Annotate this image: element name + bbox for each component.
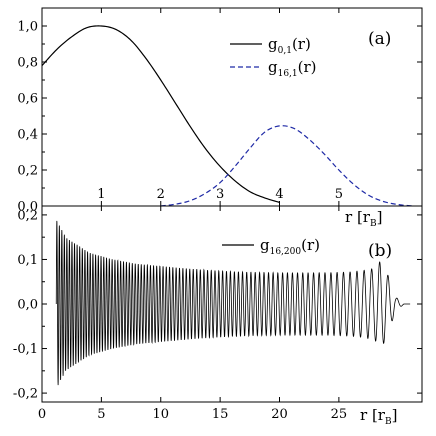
y-tick-label: 0,1 [17, 253, 38, 268]
panel-b-label: (b) [368, 241, 392, 261]
series-line-1-0 [55, 220, 411, 386]
panel-b-y-axis: -0,2 -0,1 0,0 0,1 0,2 [13, 208, 422, 402]
x-tick-label: 20 [271, 407, 288, 422]
x-tick-label: 0 [38, 407, 46, 422]
panel-a-x-axis: 1 2 3 4 5 [97, 8, 343, 206]
panel-a-label: (a) [368, 29, 391, 49]
y-tick-label: 0,0 [17, 200, 38, 215]
y-tick-label: 0,8 [17, 56, 38, 71]
x-tick-label: 3 [216, 187, 224, 202]
panel-b-series [55, 220, 411, 386]
panel-a-y-axis: 0,0 0,2 0,4 0,6 0,8 1,0 [17, 20, 422, 215]
x-tick-label: 5 [335, 187, 343, 202]
x-tick-label: 15 [212, 407, 229, 422]
panel-a-x-axis-label: r [rB] [345, 208, 382, 229]
x-tick-label: 2 [157, 187, 165, 202]
x-tick-label: 10 [152, 407, 169, 422]
panel-b: -0,2 -0,1 0,0 0,1 0,2 0 5 10 15 20 25 (b) g16,200… [13, 205, 423, 427]
panel-a-frame [41, 7, 423, 207]
panel-a-legend: g0,1(r) g16,1(r) [230, 35, 317, 79]
legend-label-g161: g16,1(r) [268, 58, 317, 79]
x-tick-label: 25 [331, 407, 348, 422]
y-tick-label: -0,2 [13, 387, 38, 402]
y-tick-label: 1,0 [17, 20, 38, 35]
y-tick-label: 0,0 [17, 298, 38, 313]
panel-b-x-axis: 0 5 10 15 20 25 [38, 206, 347, 422]
y-tick-label: -0,1 [13, 342, 38, 357]
series-line-0-0 [41, 25, 280, 203]
x-tick-label: 4 [275, 187, 283, 202]
panel-a-series [41, 25, 414, 207]
y-tick-label: 0,2 [17, 164, 38, 179]
legend-label-g01: g0,1(r) [268, 35, 311, 56]
y-tick-label: 0,2 [17, 208, 38, 223]
legend-label-g16200: g16,200(r) [260, 236, 320, 257]
x-tick-label: 5 [97, 407, 105, 422]
x-tick-label: 1 [97, 187, 105, 202]
panel-b-x-axis-label: r [rB] [360, 406, 397, 427]
y-tick-label: 0,6 [17, 92, 38, 107]
series-line-0-1 [160, 125, 414, 207]
panel-b-legend: g16,200(r) [222, 236, 320, 257]
y-tick-label: 0,4 [17, 128, 38, 143]
